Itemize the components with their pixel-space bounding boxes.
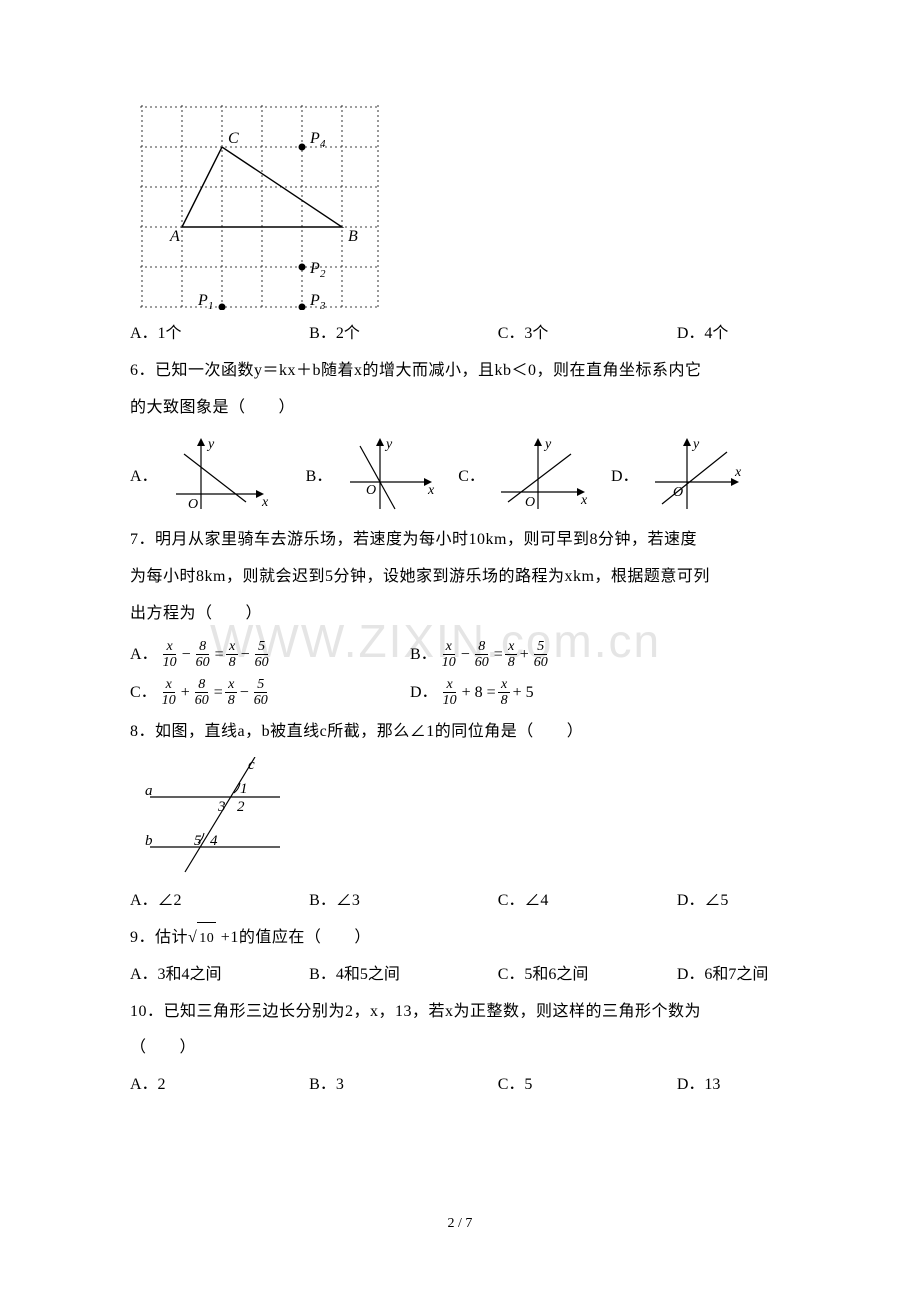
svg-text:x: x (580, 493, 588, 508)
q6-graph-b: y x O (340, 434, 440, 514)
svg-text:P: P (197, 292, 208, 309)
q7-opts-row1: A． x10 − 860 = x8 − 560 B． x10 − 860 = x… (130, 639, 790, 671)
q9-opt-d: D．6和7之间 (677, 957, 790, 994)
q6-graph-d: y x O (647, 434, 747, 514)
q7-l3: 出方程为（ ） (130, 596, 790, 633)
svg-text:3: 3 (319, 300, 326, 310)
q5-opt-c: C．3个 (498, 316, 677, 353)
q7-pre-c: C． (130, 683, 157, 702)
svg-text:y: y (384, 437, 393, 452)
q8-figure: a b c 1 2 3 4 5 (140, 757, 790, 877)
q6-label-a: A． (130, 462, 158, 486)
q6-label-b: B． (306, 462, 333, 486)
q9-stem: 9．估计√10 +1的值应在（ ） (130, 920, 790, 957)
svg-text:O: O (673, 485, 683, 500)
q8-opt-b: B．∠3 (309, 883, 498, 920)
svg-text:y: y (206, 437, 215, 452)
q10-l1: 10．已知三角形三边长分别为2，x，13，若x为正整数，则这样的三角形个数为 (130, 994, 790, 1031)
svg-text:1: 1 (240, 781, 248, 797)
q10-l2: （ ） (130, 1030, 790, 1067)
q10-opt-b: B．3 (309, 1067, 498, 1104)
q5-options: A．1个 B．2个 C．3个 D．4个 (130, 316, 790, 353)
page-footer: 2 / 7 (0, 1216, 920, 1232)
q7-pre-b: B． (410, 645, 437, 664)
svg-text:O: O (525, 495, 535, 510)
q5-opt-b: B．2个 (309, 316, 498, 353)
svg-text:y: y (691, 437, 700, 452)
q10-opt-a: A．2 (130, 1067, 309, 1104)
svg-text:P: P (309, 130, 320, 147)
q8-options: A．∠2 B．∠3 C．∠4 D．∠5 (130, 883, 790, 920)
q6-graph-c: y x O (493, 434, 593, 514)
q6-graph-a: y x O (166, 434, 276, 514)
svg-text:P: P (309, 260, 320, 277)
q9-opt-a: A．3和4之间 (130, 957, 309, 994)
q5-opt-a: A．1个 (130, 316, 309, 353)
svg-text:y: y (543, 437, 552, 452)
q8-opt-c: C．∠4 (498, 883, 677, 920)
svg-text:C: C (228, 130, 239, 147)
svg-text:x: x (427, 483, 435, 498)
svg-text:3: 3 (217, 799, 226, 815)
q5-opt-d: D．4个 (677, 316, 790, 353)
q7-pre-d: D． (410, 683, 438, 702)
svg-text:1: 1 (208, 300, 214, 310)
svg-text:2: 2 (320, 268, 326, 280)
svg-text:a: a (145, 783, 153, 799)
svg-text:c: c (248, 757, 255, 773)
q9-opt-b: B．4和5之间 (309, 957, 498, 994)
q10-opt-d: D．13 (677, 1067, 790, 1104)
q5-figure: C P4 A B P2 P1 P3 (140, 105, 790, 310)
q10-opt-c: C．5 (498, 1067, 677, 1104)
svg-text:O: O (188, 497, 198, 512)
svg-text:P: P (309, 292, 320, 309)
q9-options: A．3和4之间 B．4和5之间 C．5和6之间 D．6和7之间 (130, 957, 790, 994)
svg-text:x: x (734, 465, 742, 480)
q8-stem: 8．如图，直线a，b被直线c所截，那么∠1的同位角是（ ） (130, 714, 790, 751)
svg-text:2: 2 (237, 799, 245, 815)
q6-label-d: D． (611, 462, 639, 486)
q6-figures: A． y x O B． y x O C． (130, 434, 790, 514)
q7-l2: 为每小时8km，则就会迟到5分钟，设她家到游乐场的路程为xkm，根据题意可列 (130, 559, 790, 596)
svg-text:4: 4 (210, 833, 218, 849)
svg-text:4: 4 (320, 138, 326, 150)
q8-opt-d: D．∠5 (677, 883, 790, 920)
svg-text:O: O (366, 483, 376, 498)
svg-text:A: A (169, 228, 180, 245)
q6-stem-1: 6．已知一次函数y＝kx＋b随着x的增大而减小，且kb＜0，则在直角坐标系内它 (130, 353, 790, 390)
q9-opt-c: C．5和6之间 (498, 957, 677, 994)
svg-text:b: b (145, 833, 153, 849)
q6-stem-2: 的大致图象是（ ） (130, 390, 790, 427)
q7-l1: 7．明月从家里骑车去游乐场，若速度为每小时10km，则可早到8分钟，若速度 (130, 522, 790, 559)
q8-opt-a: A．∠2 (130, 883, 309, 920)
q10-options: A．2 B．3 C．5 D．13 (130, 1067, 790, 1104)
q6-label-c: C． (458, 462, 485, 486)
svg-text:x: x (261, 495, 269, 510)
q7-pre-a: A． (130, 645, 158, 664)
q7-opts-row2: C． x10 + 860 = x8 − 560 D． x10 + 8 = x8 … (130, 677, 790, 709)
svg-text:B: B (348, 228, 358, 245)
